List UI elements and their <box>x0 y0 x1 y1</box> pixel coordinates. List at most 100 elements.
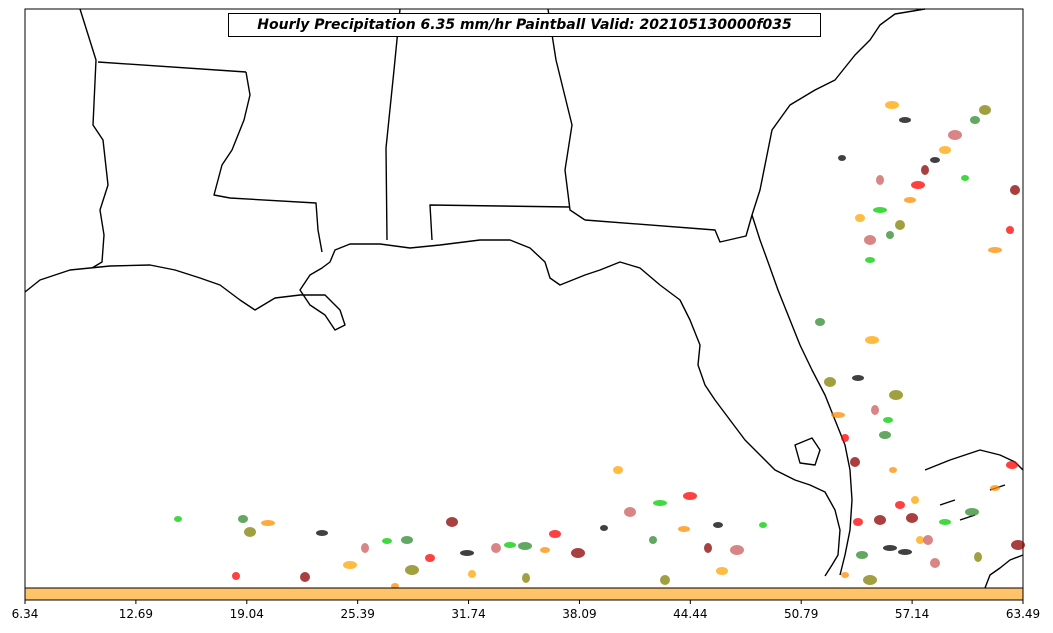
precipitation-paintball <box>856 551 868 559</box>
precipitation-paintballs <box>174 101 1025 589</box>
precipitation-paintball <box>990 485 1000 491</box>
precipitation-paintball <box>382 538 392 544</box>
map-title: Hourly Precipitation 6.35 mm/hr Paintbal… <box>228 13 821 37</box>
colorbar-tick-label: 12.69 <box>118 607 154 621</box>
precipitation-paintball <box>613 466 623 474</box>
precipitation-paintball <box>522 573 530 583</box>
colorbar-tick-label: 50.79 <box>784 607 819 621</box>
precipitation-paintball <box>405 565 419 575</box>
precipitation-paintball <box>916 536 924 544</box>
precipitation-paintball <box>865 336 879 344</box>
precipitation-paintball <box>841 572 849 578</box>
precipitation-paintball <box>683 492 697 500</box>
precipitation-paintball <box>653 500 667 506</box>
precipitation-paintball <box>965 508 979 516</box>
precipitation-paintball <box>300 572 310 582</box>
precipitation-paintball <box>889 467 897 473</box>
precipitation-paintball <box>316 530 328 536</box>
colorbar-tick-label: 6.34 <box>11 607 39 621</box>
precipitation-paintball <box>911 181 925 189</box>
precipitation-paintball <box>970 116 980 124</box>
precipitation-paintball <box>704 543 712 553</box>
precipitation-paintball <box>841 434 849 442</box>
precipitation-paintball <box>1006 461 1018 469</box>
precipitation-paintball <box>571 548 585 558</box>
precipitation-paintball <box>961 175 969 181</box>
precipitation-paintball <box>759 522 767 528</box>
precipitation-paintball <box>904 197 916 203</box>
precipitation-paintball <box>1011 540 1025 550</box>
precipitation-paintball <box>939 146 951 154</box>
precipitation-paintball <box>930 558 940 568</box>
precipitation-paintball <box>600 525 608 531</box>
precipitation-paintball <box>921 165 929 175</box>
precipitation-paintball <box>865 257 875 263</box>
precipitation-paintball <box>624 507 636 517</box>
precipitation-paintball <box>174 516 182 522</box>
precipitation-paintball <box>660 575 670 585</box>
state-border-al-ga <box>547 8 586 221</box>
precipitation-paintball <box>852 375 864 381</box>
precipitation-paintball <box>425 554 435 562</box>
precipitation-paintball <box>343 561 357 569</box>
precipitation-paintball <box>1006 226 1014 234</box>
precipitation-paintball <box>716 567 728 575</box>
precipitation-paintball <box>815 318 825 326</box>
precipitation-paintball <box>361 543 369 553</box>
colorbar-tick-label: 57.14 <box>894 607 930 621</box>
state-border-ga-fl <box>584 214 753 243</box>
precipitation-paintball <box>1010 185 1020 195</box>
florida-east-coast <box>751 214 853 576</box>
precipitation-paintball <box>988 247 1002 253</box>
precipitation-paintball <box>873 207 887 213</box>
precipitation-paintball <box>678 526 690 532</box>
colorbar-tick-label: 31.74 <box>451 607 486 621</box>
colorbar-tick-label: 63.49 <box>1005 607 1041 621</box>
colorbar-tick-label: 44.44 <box>673 607 708 621</box>
precipitation-paintball <box>895 501 905 509</box>
state-border-al-fl <box>429 204 571 241</box>
precipitation-paintball <box>898 549 912 555</box>
mississippi-river-border <box>213 71 323 253</box>
precipitation-paintball <box>238 515 248 523</box>
precipitation-paintball <box>948 130 962 140</box>
gulf-coastline-louisiana <box>24 239 841 577</box>
state-border-la-tx <box>79 8 109 269</box>
precipitation-paintball <box>864 235 876 245</box>
state-border-la-ar <box>97 61 247 73</box>
precipitation-paintball <box>974 552 982 562</box>
precipitation-paintball <box>824 377 836 387</box>
precipitation-paintball <box>911 496 919 504</box>
precipitation-paintball <box>871 405 879 415</box>
precipitation-paintball <box>889 390 903 400</box>
precipitation-paintball <box>244 527 256 537</box>
precipitation-paintball <box>460 550 474 556</box>
precipitation-paintball <box>401 536 413 544</box>
precipitation-paintball <box>468 570 476 578</box>
colorbar-tick-label: 38.09 <box>562 607 597 621</box>
precipitation-paintball <box>853 518 863 526</box>
precipitation-paintball <box>979 105 991 115</box>
precipitation-paintball <box>923 535 933 545</box>
precipitation-paintball <box>899 117 911 123</box>
state-border-ms-al <box>385 8 401 241</box>
precipitation-paintball <box>885 101 899 109</box>
precipitation-paintball <box>518 542 532 550</box>
precipitation-paintball <box>491 543 501 553</box>
precipitation-paintball <box>879 431 891 439</box>
precipitation-paintball <box>855 214 865 222</box>
coastline-and-borders <box>24 8 1024 589</box>
precipitation-paintball <box>906 513 918 523</box>
precipitation-paintball <box>831 412 845 418</box>
precipitation-paintball <box>883 417 893 423</box>
precipitation-paintball <box>876 175 884 185</box>
precipitation-paintball <box>730 545 744 555</box>
precipitation-paintball <box>540 547 550 553</box>
precipitation-paintball <box>261 520 275 526</box>
precipitation-paintball <box>874 515 886 525</box>
precipitation-paintball <box>939 519 951 525</box>
lake-okeechobee <box>794 437 821 466</box>
colorbar-tick-label: 25.39 <box>340 607 375 621</box>
precipitation-paintball <box>886 231 894 239</box>
